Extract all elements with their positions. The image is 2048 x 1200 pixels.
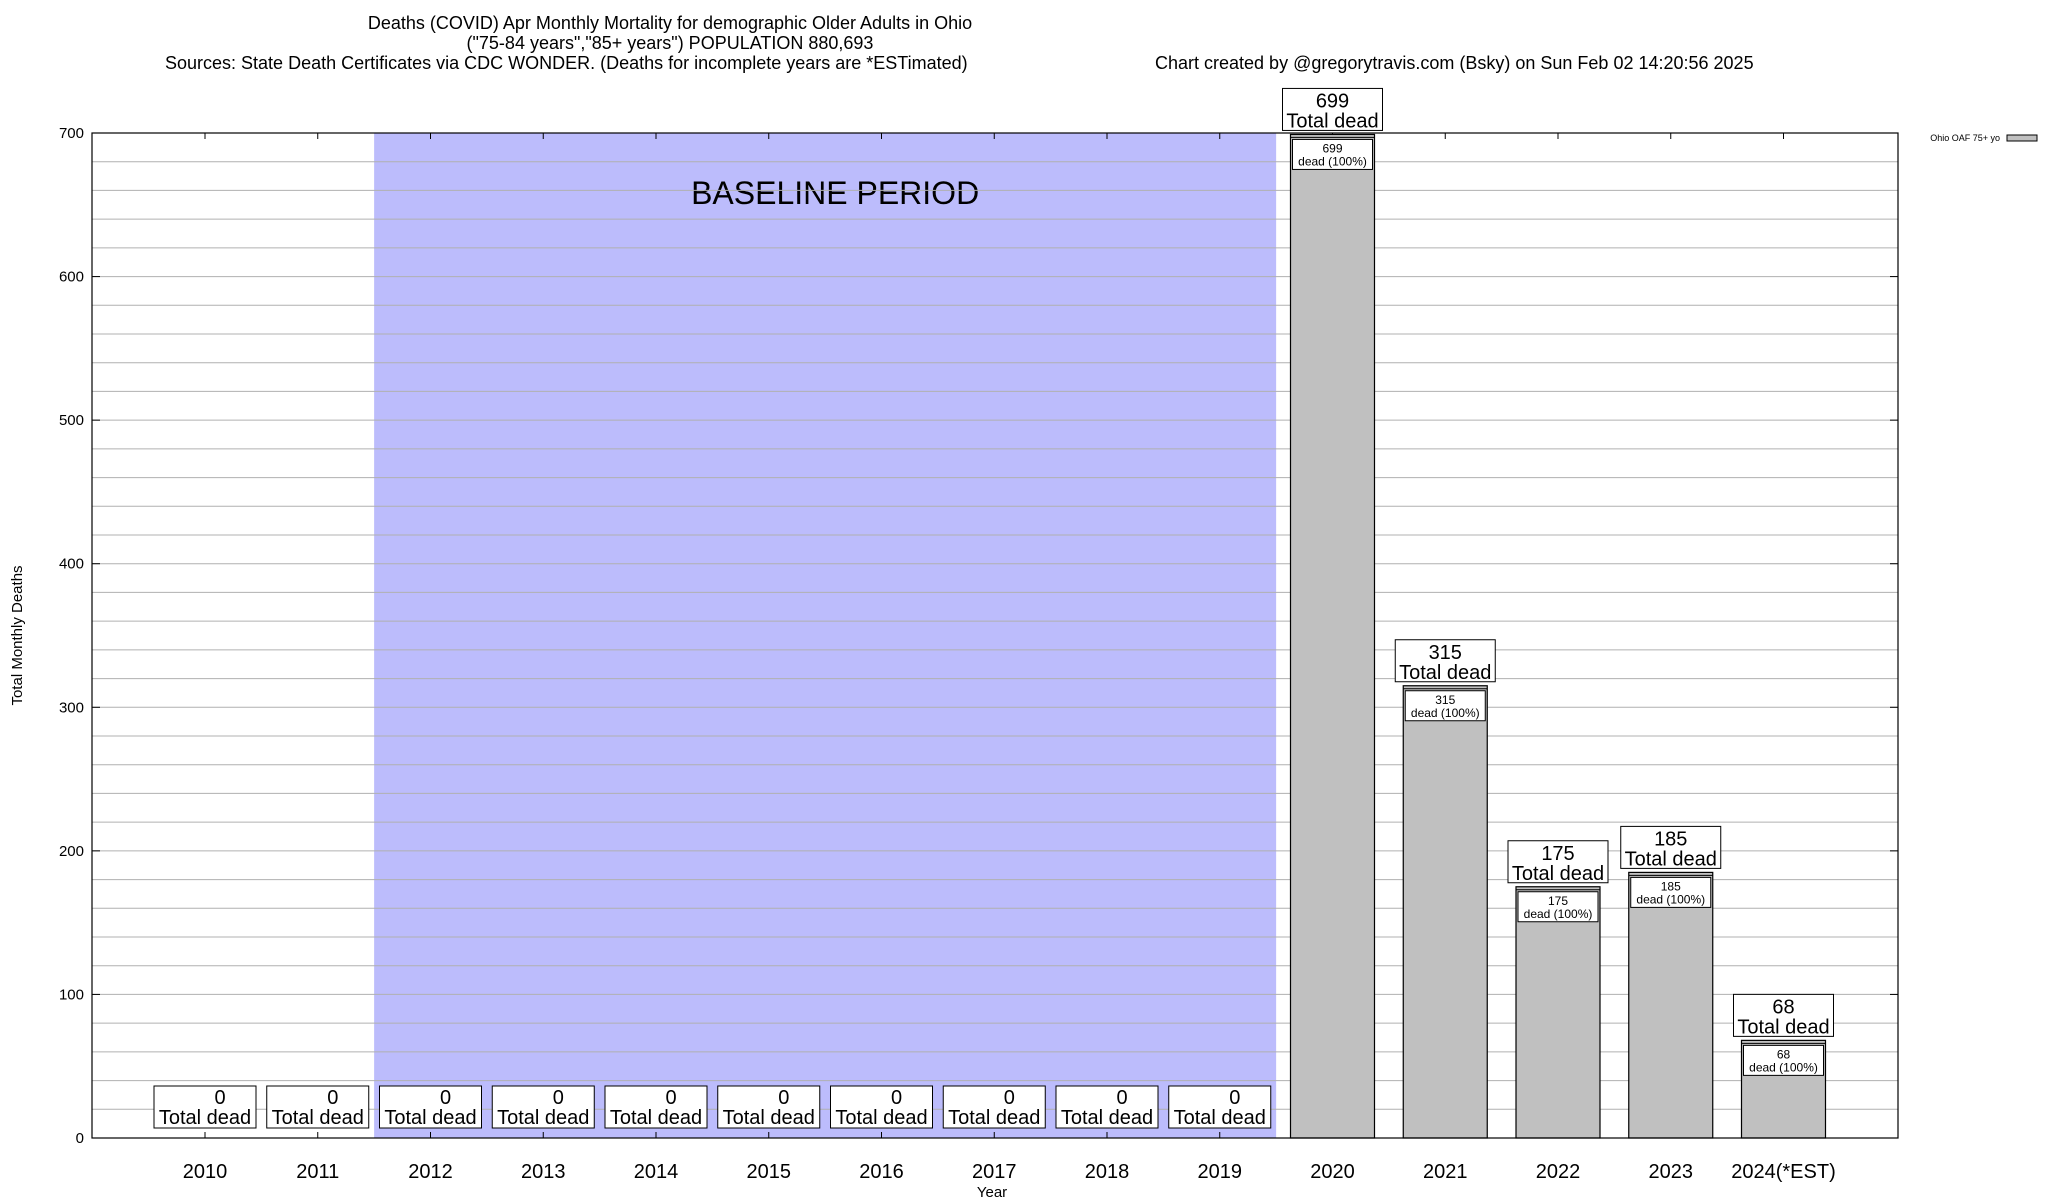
total-label-box bbox=[1168, 1085, 1272, 1129]
total-label-text: Total dead bbox=[1399, 662, 1491, 684]
total-label-text: Total dead bbox=[384, 1107, 476, 1129]
total-label-box bbox=[491, 1085, 595, 1129]
baseline-region bbox=[374, 133, 1277, 1138]
x-tick-label: 2023 bbox=[1649, 1161, 1694, 1183]
total-label-text: Total dead bbox=[610, 1107, 702, 1129]
total-label-value: 175 bbox=[1541, 843, 1574, 865]
y-tick-label: 300 bbox=[59, 699, 84, 716]
y-tick-label: 600 bbox=[59, 269, 84, 286]
x-tick-label: 2015 bbox=[747, 1161, 792, 1183]
total-label-text: Total dead bbox=[1625, 848, 1717, 870]
y-tick-label: 400 bbox=[59, 556, 84, 573]
bar-inner-label-box bbox=[1517, 891, 1599, 923]
chart-sources: Sources: State Death Certificates via CD… bbox=[165, 53, 968, 73]
total-label-value: 0 bbox=[327, 1087, 338, 1109]
x-tick-label: 2013 bbox=[521, 1161, 566, 1183]
y-tick-label: 500 bbox=[59, 412, 84, 429]
total-label-box bbox=[942, 1085, 1046, 1129]
total-label-box bbox=[604, 1085, 708, 1129]
x-tick-label: 2020 bbox=[1310, 1161, 1355, 1183]
total-label-text: Total dead bbox=[1737, 1016, 1829, 1038]
x-tick-label: 2018 bbox=[1085, 1161, 1130, 1183]
bar-inner-text: dead (100%) bbox=[1298, 154, 1367, 168]
bar-inner-value: 175 bbox=[1548, 894, 1568, 908]
x-tick-label: 2010 bbox=[183, 1161, 228, 1183]
x-tick-label: 2011 bbox=[296, 1161, 339, 1183]
x-tick-label: 2017 bbox=[972, 1161, 1017, 1183]
bar bbox=[1289, 133, 1376, 1139]
bar-inner-value: 68 bbox=[1777, 1047, 1791, 1061]
chart-title: Deaths (COVID) Apr Monthly Mortality for… bbox=[367, 13, 973, 33]
total-label-text: Total dead bbox=[497, 1107, 589, 1129]
plot-frame bbox=[91, 132, 1899, 1139]
x-tick-label: 2024(*EST) bbox=[1731, 1161, 1836, 1183]
total-label-value: 185 bbox=[1654, 828, 1687, 850]
bar-inner-label-box bbox=[1743, 1044, 1824, 1076]
total-label-box bbox=[379, 1085, 482, 1129]
total-label-value: 0 bbox=[665, 1087, 676, 1109]
x-axis-label: Year bbox=[977, 1184, 1007, 1200]
x-tick-label: 2014 bbox=[634, 1161, 679, 1183]
total-label-text: Total dead bbox=[948, 1107, 1040, 1129]
total-label-value: 0 bbox=[214, 1087, 225, 1109]
total-label-box bbox=[717, 1085, 821, 1129]
total-label-value: 0 bbox=[553, 1087, 564, 1109]
total-label-text: Total dead bbox=[159, 1107, 251, 1129]
baseline-label: BASELINE PERIOD bbox=[691, 175, 979, 211]
y-axis-label: Total Monthly Deaths bbox=[9, 565, 26, 705]
y-tick-label: 100 bbox=[59, 986, 84, 1003]
total-label-value: 0 bbox=[440, 1087, 451, 1109]
bar-inner-label-box bbox=[1292, 138, 1373, 170]
legend-label: Ohio OAF 75+ yo bbox=[1930, 133, 2000, 143]
bar-inner-label-box bbox=[1404, 690, 1486, 722]
bar bbox=[1628, 871, 1714, 1139]
bar bbox=[1515, 886, 1601, 1139]
total-label-text: Total dead bbox=[1512, 863, 1604, 885]
bar bbox=[1402, 685, 1488, 1139]
bar-inner-text: dead (100%) bbox=[1749, 1060, 1818, 1074]
bar-inner-text: dead (100%) bbox=[1524, 907, 1593, 921]
total-label-text: Total dead bbox=[272, 1107, 364, 1129]
total-label-value: 0 bbox=[1116, 1087, 1127, 1109]
total-label-box bbox=[1282, 87, 1383, 131]
total-label-value: 699 bbox=[1316, 90, 1349, 112]
total-label-value: 0 bbox=[778, 1087, 789, 1109]
total-label-value: 68 bbox=[1772, 996, 1794, 1018]
total-label-text: Total dead bbox=[1174, 1107, 1266, 1129]
y-tick-label: 700 bbox=[59, 125, 84, 142]
bar-inner-text: dead (100%) bbox=[1411, 706, 1480, 720]
total-label-text: Total dead bbox=[1286, 110, 1378, 132]
total-label-text: Total dead bbox=[1061, 1107, 1153, 1129]
total-label-value: 315 bbox=[1429, 642, 1462, 664]
total-label-box bbox=[1055, 1085, 1159, 1129]
total-label-value: 0 bbox=[1004, 1087, 1015, 1109]
total-label-value: 0 bbox=[891, 1087, 902, 1109]
total-label-box bbox=[1733, 993, 1834, 1037]
y-tick-label: 200 bbox=[59, 843, 84, 860]
bar-inner-text: dead (100%) bbox=[1636, 892, 1705, 906]
total-label-box bbox=[1394, 639, 1496, 683]
bar-inner-value: 315 bbox=[1435, 693, 1455, 707]
bar-inner-value: 185 bbox=[1661, 879, 1681, 893]
x-tick-label: 2021 bbox=[1423, 1161, 1468, 1183]
total-label-value: 0 bbox=[1229, 1087, 1240, 1109]
y-tick-label: 0 bbox=[76, 1130, 84, 1147]
total-label-text: Total dead bbox=[723, 1107, 815, 1129]
legend-swatch bbox=[2006, 134, 2038, 142]
total-label-box bbox=[1620, 825, 1722, 869]
total-label-text: Total dead bbox=[835, 1107, 927, 1129]
total-label-box bbox=[266, 1085, 370, 1129]
total-label-box bbox=[1507, 840, 1609, 884]
x-tick-label: 2012 bbox=[408, 1161, 453, 1183]
x-tick-label: 2019 bbox=[1198, 1161, 1243, 1183]
chart-subtitle: ("75-84 years","85+ years") POPULATION 8… bbox=[466, 33, 874, 53]
bar-inner-value: 699 bbox=[1322, 141, 1342, 155]
bar-inner-label-box bbox=[1630, 876, 1712, 908]
total-label-box bbox=[830, 1085, 933, 1129]
total-label-box bbox=[153, 1085, 257, 1129]
x-tick-label: 2016 bbox=[859, 1161, 904, 1183]
chart-credit: Chart created by @gregorytravis.com (Bsk… bbox=[1155, 53, 1754, 73]
x-tick-label: 2022 bbox=[1536, 1161, 1581, 1183]
